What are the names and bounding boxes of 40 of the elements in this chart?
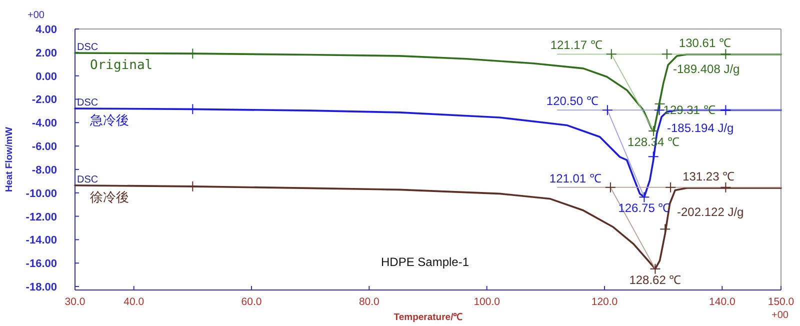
x-tick-label: 120.0 xyxy=(591,296,618,308)
annotation: 121.17 ℃ xyxy=(550,38,602,52)
x-tick-label: 30.0 xyxy=(64,296,86,308)
annotation: -189.408 J/g xyxy=(673,62,740,76)
annotation: 128.62 ℃ xyxy=(629,272,682,287)
y-tick-label: -6.00 xyxy=(32,141,57,154)
annotation: -185.194 J/g xyxy=(667,121,734,135)
annotation: 121.01 ℃ xyxy=(549,171,602,186)
annotation: HDPE Sample-1 xyxy=(380,255,470,269)
annotation: 120.50 ℃ xyxy=(546,94,598,108)
series-label: 急冷後 xyxy=(89,113,129,128)
y-axis-title: Heat Flow/mW xyxy=(4,127,15,192)
y-tick-label: 0.00 xyxy=(36,70,57,83)
y-tick-label: 4.00 xyxy=(36,24,57,36)
y-tick-label: -16.00 xyxy=(26,258,57,270)
y-tick-label: -18.00 xyxy=(26,281,57,294)
x-tick-label: 100.0 xyxy=(474,296,500,308)
series-label: 徐冷後 xyxy=(90,190,129,206)
annotation: -202.122 J/g xyxy=(677,205,744,219)
x-tick-label: 140.0 xyxy=(709,296,736,308)
annotation: 130.61 ℃ xyxy=(678,36,731,50)
x-tick-label: 150.0 xyxy=(768,296,794,308)
annotation: DSC xyxy=(77,97,98,108)
text: +00 xyxy=(772,310,789,321)
text: +00 xyxy=(28,10,45,21)
annotation: DSC xyxy=(77,42,98,53)
annotation: DSC xyxy=(77,174,98,186)
y-tick-label: -2.00 xyxy=(32,94,57,106)
annotation: 131.23 ℃ xyxy=(682,169,735,184)
x-tick-label: 80.0 xyxy=(358,296,380,308)
y-tick-label: -4.00 xyxy=(32,118,57,130)
x-tick-label: 60.0 xyxy=(241,296,262,308)
y-tick-label: -12.00 xyxy=(26,211,57,224)
y-tick-label: -10.00 xyxy=(26,188,57,200)
y-tick-label: 2.00 xyxy=(36,47,57,60)
y-tick-label: -14.00 xyxy=(26,234,57,247)
y-tick-label: -8.00 xyxy=(32,164,57,176)
series-label: Original xyxy=(90,58,153,73)
x-axis-title: Temperature/℃ xyxy=(394,312,464,323)
x-tick-label: 40.0 xyxy=(124,296,144,308)
